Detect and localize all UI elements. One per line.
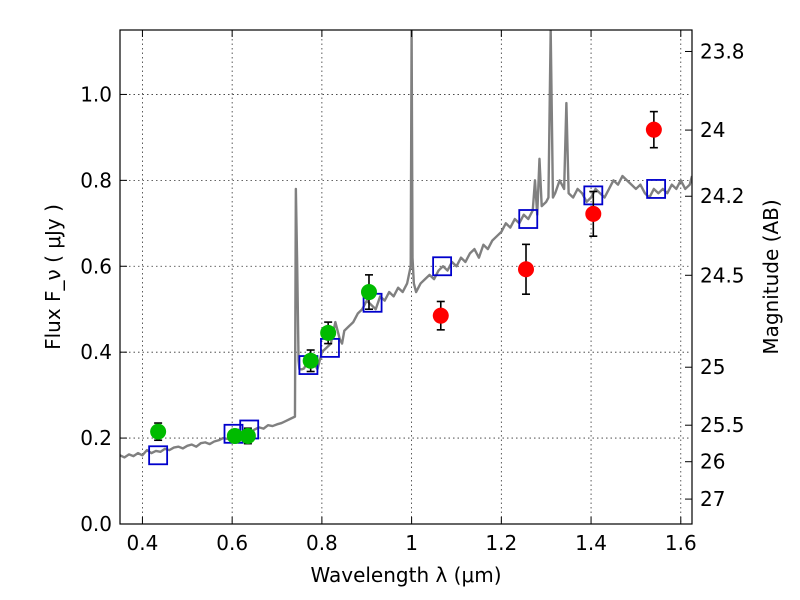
right-tick-label: 24 [700,118,725,142]
x-tick-label: 1.2 [485,531,517,555]
observed-point [432,307,449,324]
observed-point [150,423,167,440]
right-axis-label: Magnitude (AB) [759,199,783,354]
right-tick-label: 23.8 [700,39,745,63]
model-photometry-point [320,337,340,358]
y-axis-label: Flux F_ν ( μJy ) [41,204,65,350]
right-tick-label: 24.5 [700,263,745,287]
observed-point [518,261,535,278]
observed-point [320,324,337,341]
plot-frame [119,29,693,525]
right-tick-label: 24.2 [700,184,745,208]
observed-point [239,427,256,444]
right-tick-label: 25 [700,355,725,379]
observed-point [226,427,243,444]
right-tick-label: 27 [700,487,725,511]
model-photometry-point [148,445,169,466]
y-tick-label: 1.0 [80,82,112,106]
observed-point [585,205,602,222]
y-tick-label: 0.2 [80,426,112,450]
model-photometry-point [646,179,667,199]
observed-point [360,284,377,301]
spectrum-line [120,30,692,459]
x-tick-label: 1.6 [665,531,697,555]
observed-point [645,121,662,138]
ticks [120,30,692,525]
y-tick-label: 0.6 [80,254,112,278]
model-photometry-point [518,209,539,229]
right-tick-label: 26 [700,450,725,474]
points-layer [148,110,667,466]
tick-labels: 0.4 0.6 0.8 1 1.2 1.4 1.6 0.0 0.2 0.4 0.6 0.8 1.0 23.… [80,39,744,555]
right-tick-label: 25.5 [700,413,745,437]
x-tick-label: 1 [405,531,418,555]
data-layer [120,30,692,459]
x-tick-label: 0.8 [306,531,338,555]
y-tick-label: 0.8 [80,168,112,192]
x-tick-label: 0.6 [216,531,248,555]
observed-point [302,352,319,369]
y-tick-label: 0.0 [80,512,112,536]
x-axis-label: Wavelength λ (μm) [310,563,501,587]
grid [120,30,692,525]
model-photometry-point [432,256,453,277]
x-tick-label: 0.4 [127,531,159,555]
y-tick-label: 0.4 [80,340,112,364]
x-tick-label: 1.4 [575,531,607,555]
